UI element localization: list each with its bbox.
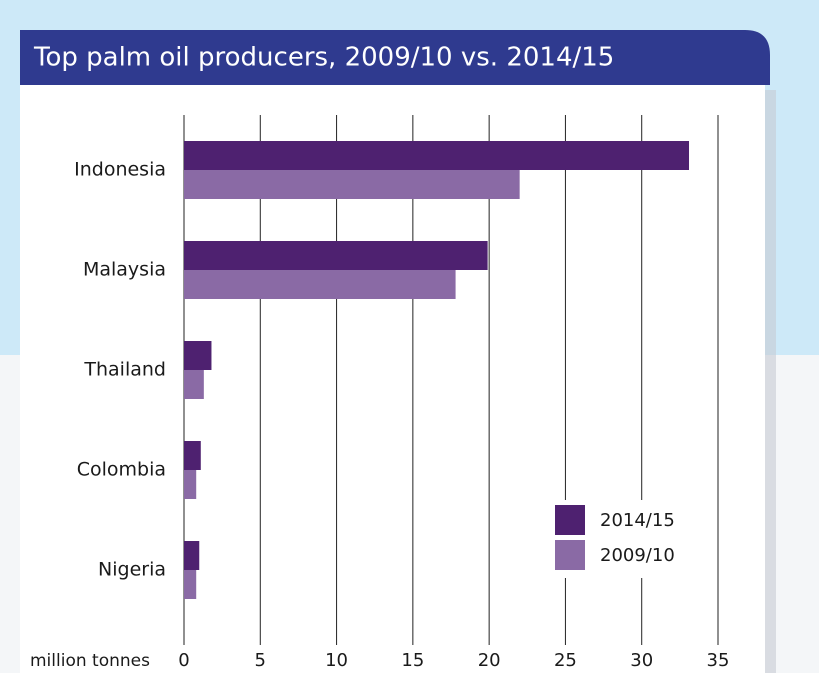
y-tick-label: Indonesia [74, 159, 166, 181]
chart-title: Top palm oil producers, 2009/10 vs. 2014… [33, 43, 614, 73]
bar [184, 470, 197, 499]
y-tick-label: Malaysia [83, 259, 166, 281]
bar [184, 441, 201, 470]
x-axis-label: million tonnes [30, 651, 150, 671]
x-tick-label: 30 [630, 650, 653, 671]
bar [184, 541, 200, 570]
x-tick-label: 5 [255, 650, 266, 671]
y-tick-label: Nigeria [98, 559, 166, 581]
x-tick-label: 10 [325, 650, 348, 671]
bar [184, 241, 488, 270]
bar [184, 370, 204, 399]
bar [184, 341, 212, 370]
title-banner [20, 30, 770, 85]
legend-label: 2009/10 [600, 545, 675, 566]
bar [184, 170, 520, 199]
x-tick-label: 15 [401, 650, 424, 671]
legend-label: 2014/15 [600, 510, 675, 531]
bar [184, 570, 197, 599]
legend-swatch [555, 540, 585, 570]
bar [184, 141, 690, 170]
y-tick-label: Thailand [83, 359, 166, 381]
x-tick-label: 25 [554, 650, 577, 671]
x-tick-label: 35 [707, 650, 730, 671]
y-tick-label: Colombia [77, 459, 166, 481]
legend-swatch [555, 505, 585, 535]
x-tick-label: 0 [178, 650, 189, 671]
x-tick-label: 20 [478, 650, 501, 671]
bar [184, 270, 456, 299]
